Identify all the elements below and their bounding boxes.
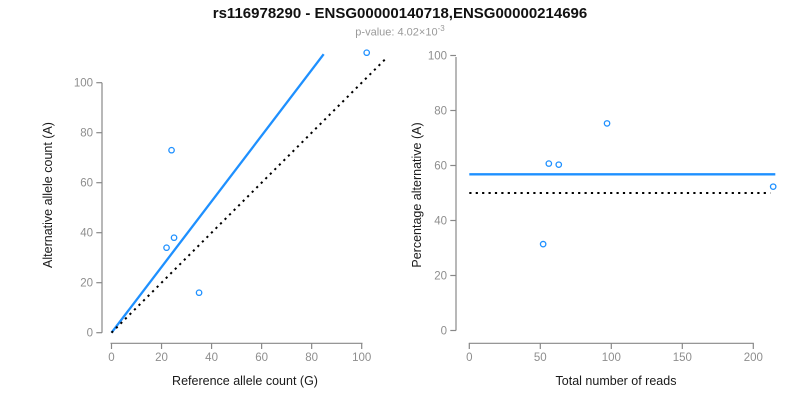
- data-point: [539, 240, 547, 248]
- data-points: [163, 49, 371, 297]
- left-scatter-plot: 0 20 40 60 80 100 0 20 40 60 80 100 Reference allele…: [41, 49, 387, 388]
- x-tick-label: 50: [534, 352, 547, 364]
- pvalue-exponent: -3: [437, 24, 445, 33]
- y-tick-label: 40: [434, 216, 447, 228]
- y-tick-label: 0: [87, 328, 93, 340]
- y-tick-label: 20: [434, 271, 447, 283]
- x-axis-title: Reference allele count (G): [172, 374, 318, 388]
- fitted-proportion-line: [110, 53, 325, 334]
- data-points: [539, 120, 777, 248]
- y-tick-label: 100: [428, 51, 447, 63]
- y-axis-title: Alternative allele count (A): [41, 122, 55, 268]
- data-point: [168, 146, 175, 154]
- x-axis: 0 50 100 150 200: [466, 342, 763, 364]
- x-tick-label: 100: [602, 352, 621, 364]
- right-scatter-plot: 0 20 40 60 80 100 0 50 100 150 200 Total number of …: [410, 51, 777, 388]
- data-point: [170, 234, 178, 242]
- plot-subtitle: p-value: 4.02×10-3: [0, 24, 800, 39]
- x-tick-label: 80: [305, 352, 318, 364]
- x-tick-label: 0: [108, 352, 114, 364]
- data-point: [555, 161, 563, 169]
- pvalue-text: p-value: 4.02×10: [355, 26, 438, 39]
- x-tick-label: 200: [744, 352, 763, 364]
- x-tick-label: 60: [255, 352, 268, 364]
- y-tick-label: 80: [434, 106, 447, 118]
- data-point: [163, 244, 170, 252]
- identity-line: [110, 57, 387, 334]
- y-tick-label: 100: [74, 78, 93, 90]
- x-axis-title: Total number of reads: [556, 374, 677, 388]
- data-point: [195, 289, 203, 297]
- x-tick-label: 40: [205, 352, 218, 364]
- x-tick-label: 0: [466, 352, 472, 364]
- data-point: [545, 160, 553, 167]
- y-tick-label: 60: [434, 161, 447, 173]
- y-axis-title: Percentage alternative (A): [410, 122, 424, 267]
- y-tick-label: 80: [80, 128, 93, 140]
- x-tick-label: 150: [673, 352, 692, 364]
- plot-title: rs116978290 - ENSG00000140718,ENSG000002…: [212, 5, 588, 22]
- y-axis: 0 20 40 60 80 100: [74, 78, 103, 340]
- y-tick-label: 40: [80, 228, 93, 240]
- data-point: [603, 120, 611, 127]
- y-axis: 0 20 40 60 80 100: [428, 51, 457, 338]
- x-axis: 0 20 40 60 80 100: [108, 342, 371, 364]
- data-point: [363, 49, 371, 57]
- x-tick-label: 20: [155, 352, 168, 364]
- y-tick-label: 60: [80, 178, 93, 190]
- y-tick-label: 0: [441, 326, 447, 338]
- y-tick-label: 20: [80, 278, 93, 290]
- data-point: [769, 183, 777, 191]
- x-tick-label: 100: [352, 352, 371, 364]
